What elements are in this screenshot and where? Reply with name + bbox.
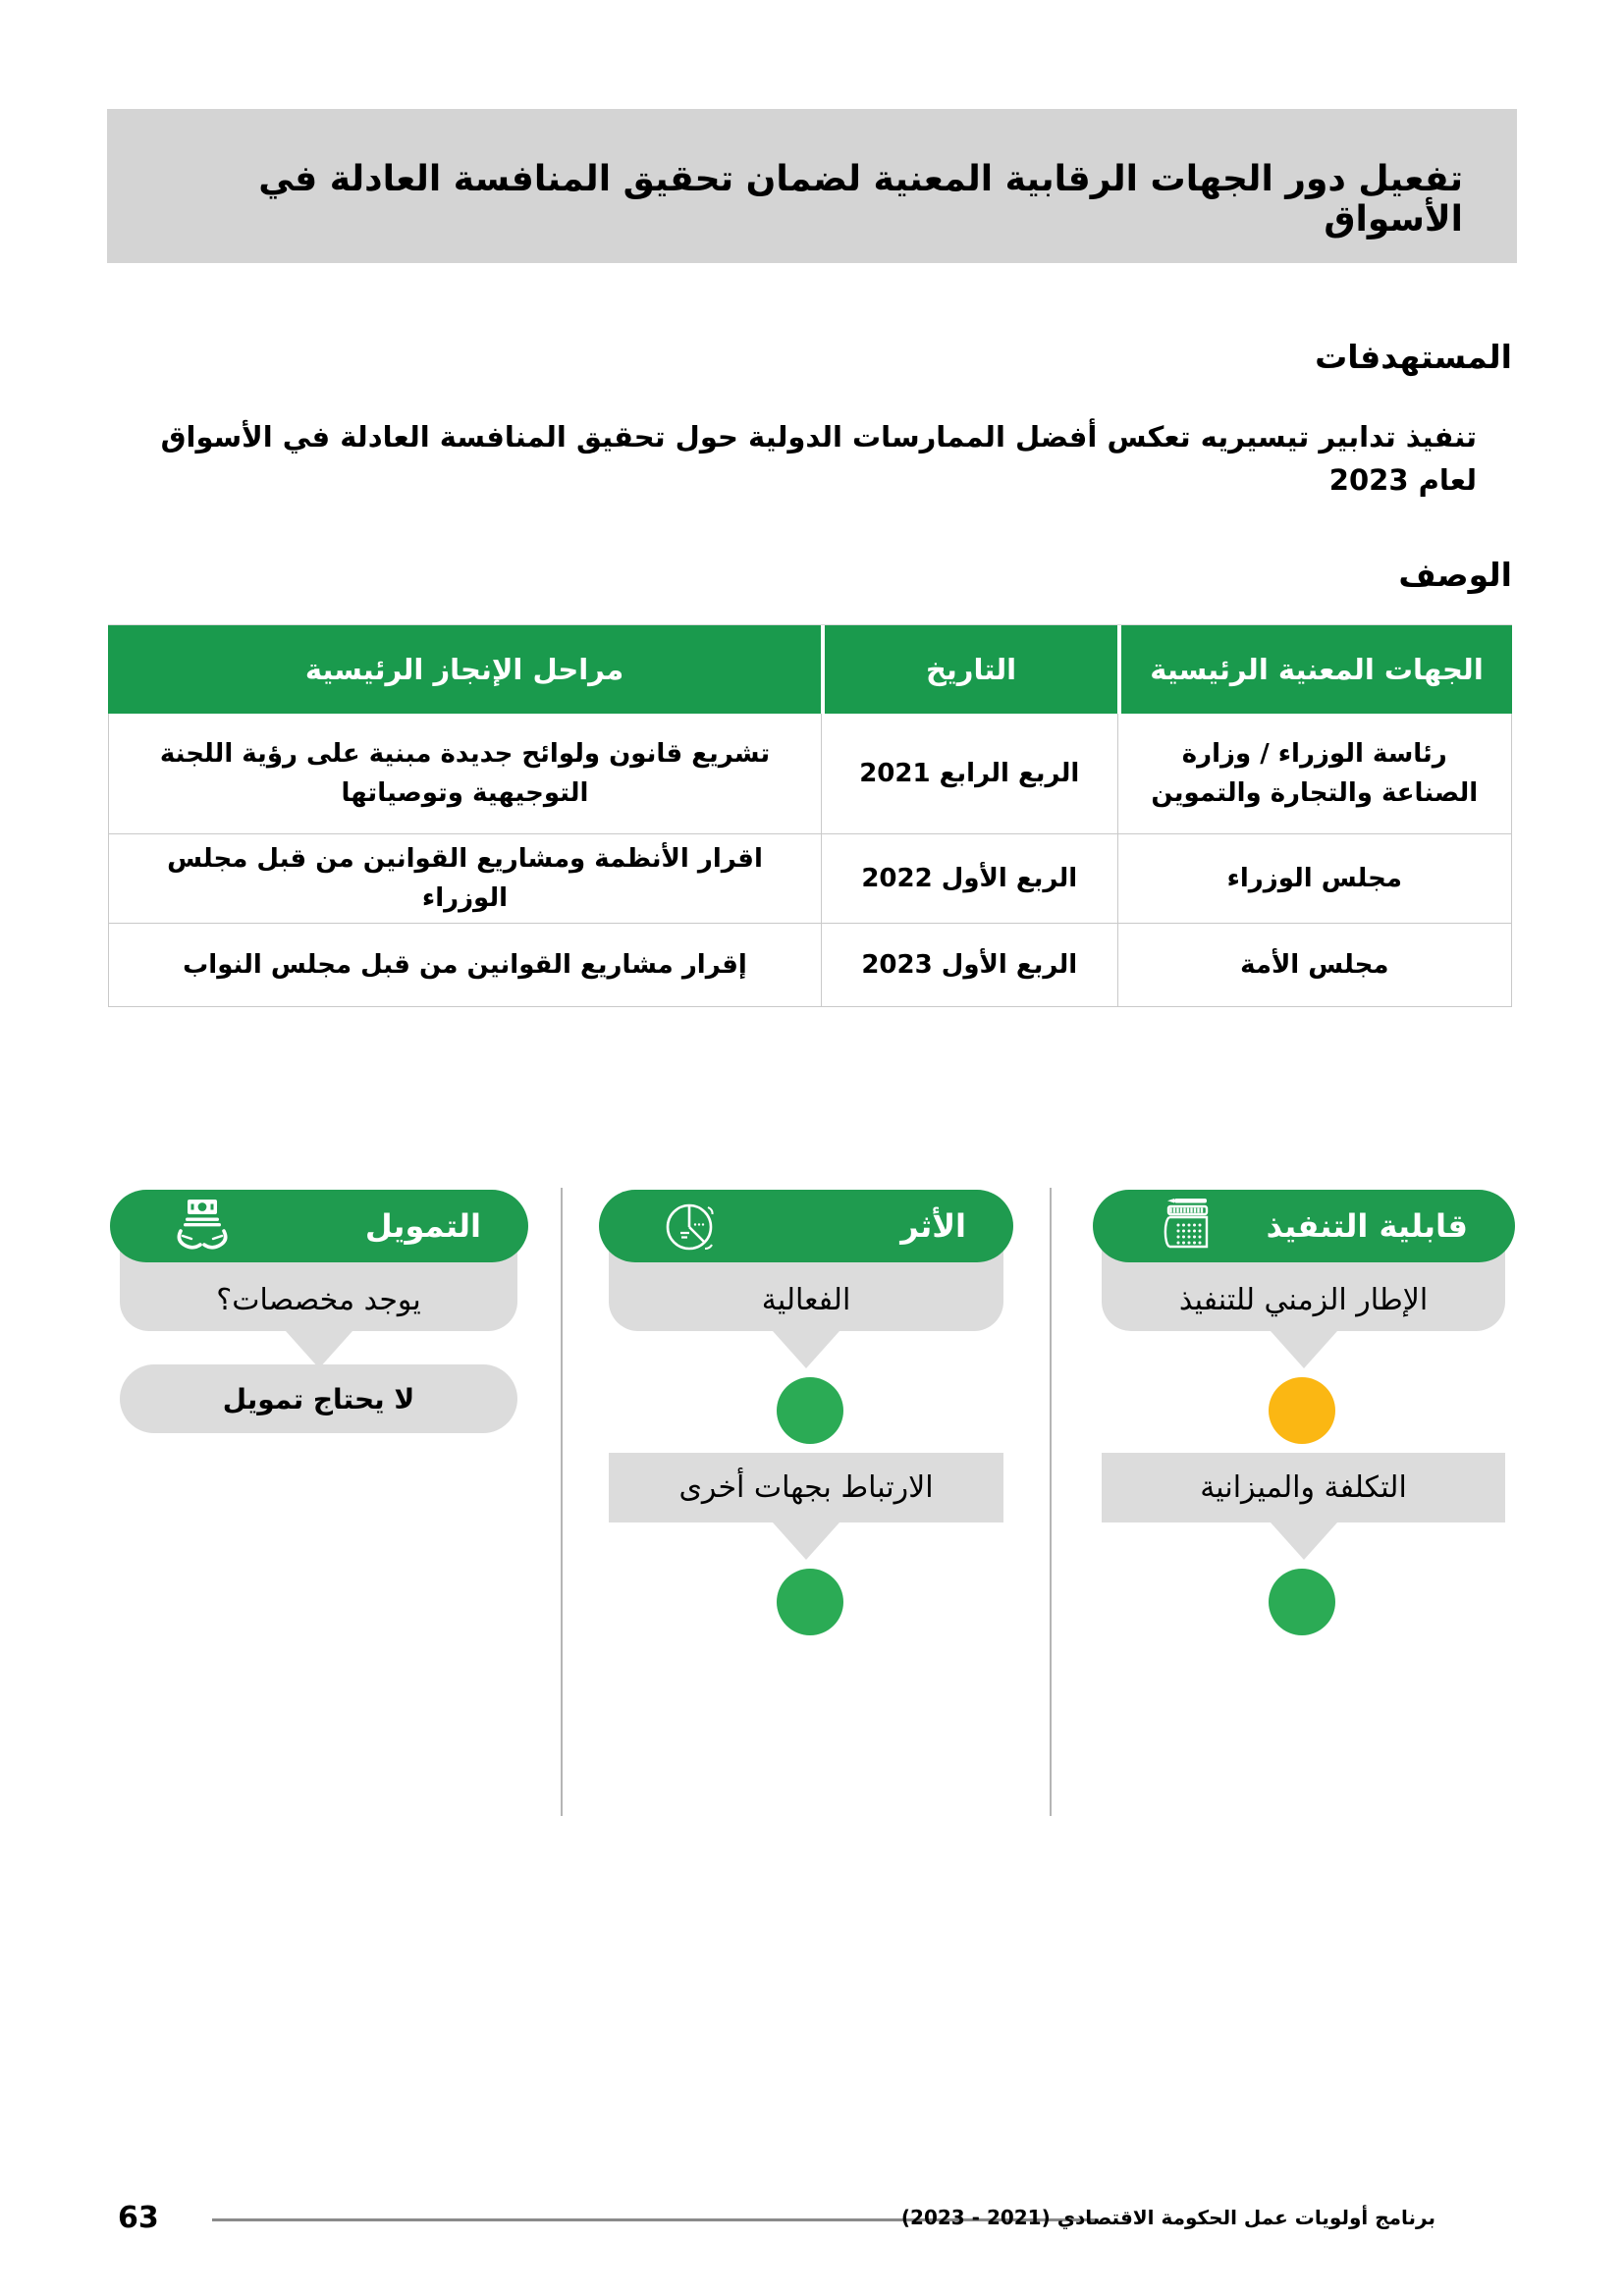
table-row: رئاسة الوزراء / وزارة الصناعة والتجارة و… — [109, 714, 1511, 834]
cell-milestone: تشريع قانون ولوائح جديدة مبنية على رؤية … — [159, 738, 771, 808]
table-body: رئاسة الوزراء / وزارة الصناعة والتجارة و… — [108, 714, 1512, 1007]
table-row: مجلس الوزراء الربع الأول 2022 اقرار الأن… — [109, 834, 1511, 924]
feasibility-panel-header: قابلية التنفيذ — [1093, 1190, 1515, 1262]
funding-title: التمويل — [364, 1207, 481, 1245]
panel-divider — [1050, 1188, 1052, 1816]
pie-chart-icon — [660, 1195, 723, 1257]
footer-rule — [212, 2218, 1097, 2221]
linkage-text: الارتباط بجهات أخرى — [678, 1470, 934, 1505]
funding-answer-pill: لا يحتاج تمويل — [120, 1364, 517, 1433]
feasibility-timeline-label: الإطار الزمني للتنفيذ — [1178, 1283, 1429, 1317]
cell-date: الربع الرابع 2021 — [820, 714, 1117, 833]
cost-status-circle — [1269, 1569, 1335, 1635]
cell-entity: مجلس الأمة — [1116, 924, 1511, 1006]
footer-program-title: برنامج أولويات عمل الحكومة الاقتصادي (20… — [900, 2206, 1435, 2229]
cell-entity: مجلس الوزراء — [1116, 834, 1511, 923]
column-header-date: التاريخ — [821, 625, 1117, 714]
page-title: تفعيل دور الجهات الرقابية المعنية لضمان … — [107, 109, 1517, 263]
feasibility-cost-label: التكلفة والميزانية — [1102, 1453, 1505, 1522]
targets-body-text: تنفيذ تدابير تيسيريه تعكس أفضل الممارسات… — [160, 420, 1477, 497]
table-row: مجلس الأمة الربع الأول 2023 إقرار مشاريع… — [109, 924, 1511, 1006]
description-heading: الوصف — [1398, 556, 1512, 594]
effectiveness-status-circle — [777, 1377, 843, 1444]
impact-panel-header: الأثر — [599, 1190, 1013, 1262]
linkage-status-circle — [777, 1569, 843, 1635]
cell-date: الربع الأول 2023 — [820, 924, 1117, 1006]
cell-milestone: إقرار مشاريع القوانين من قبل مجلس النواب — [183, 949, 747, 980]
funding-answer: لا يحتاج تمويل — [222, 1382, 415, 1415]
table-header-row: الجهات المعنية الرئيسية التاريخ مراحل ال… — [108, 624, 1512, 714]
column-header-milestones: مراحل الإنجاز الرئيسية — [108, 625, 821, 714]
cell-milestone: اقرار الأنظمة ومشاريع القوانين من قبل مج… — [167, 843, 763, 913]
panel-divider — [561, 1188, 563, 1816]
column-header-entities: الجهات المعنية الرئيسية — [1117, 625, 1512, 714]
effectiveness-label: الفعالية — [761, 1283, 851, 1317]
money-hands-icon — [171, 1195, 234, 1257]
description-table: الجهات المعنية الرئيسية التاريخ مراحل ال… — [108, 624, 1512, 1007]
cell-entity: رئاسة الوزراء / وزارة الصناعة والتجارة و… — [1116, 714, 1511, 833]
impact-linkage-label: الارتباط بجهات أخرى — [609, 1453, 1003, 1522]
page-number: 63 — [118, 2201, 159, 2235]
impact-title: الأثر — [900, 1207, 966, 1245]
targets-heading: المستهدفات — [1315, 338, 1512, 376]
calendar-icon — [1154, 1195, 1217, 1257]
funding-question: يوجد مخصصات؟ — [216, 1283, 421, 1317]
funding-panel-header: التمويل — [110, 1190, 528, 1262]
cell-date: الربع الأول 2022 — [820, 834, 1117, 923]
feasibility-title: قابلية التنفيذ — [1266, 1207, 1468, 1245]
timeline-status-circle — [1269, 1377, 1335, 1444]
cost-budget-text: التكلفة والميزانية — [1200, 1470, 1407, 1505]
